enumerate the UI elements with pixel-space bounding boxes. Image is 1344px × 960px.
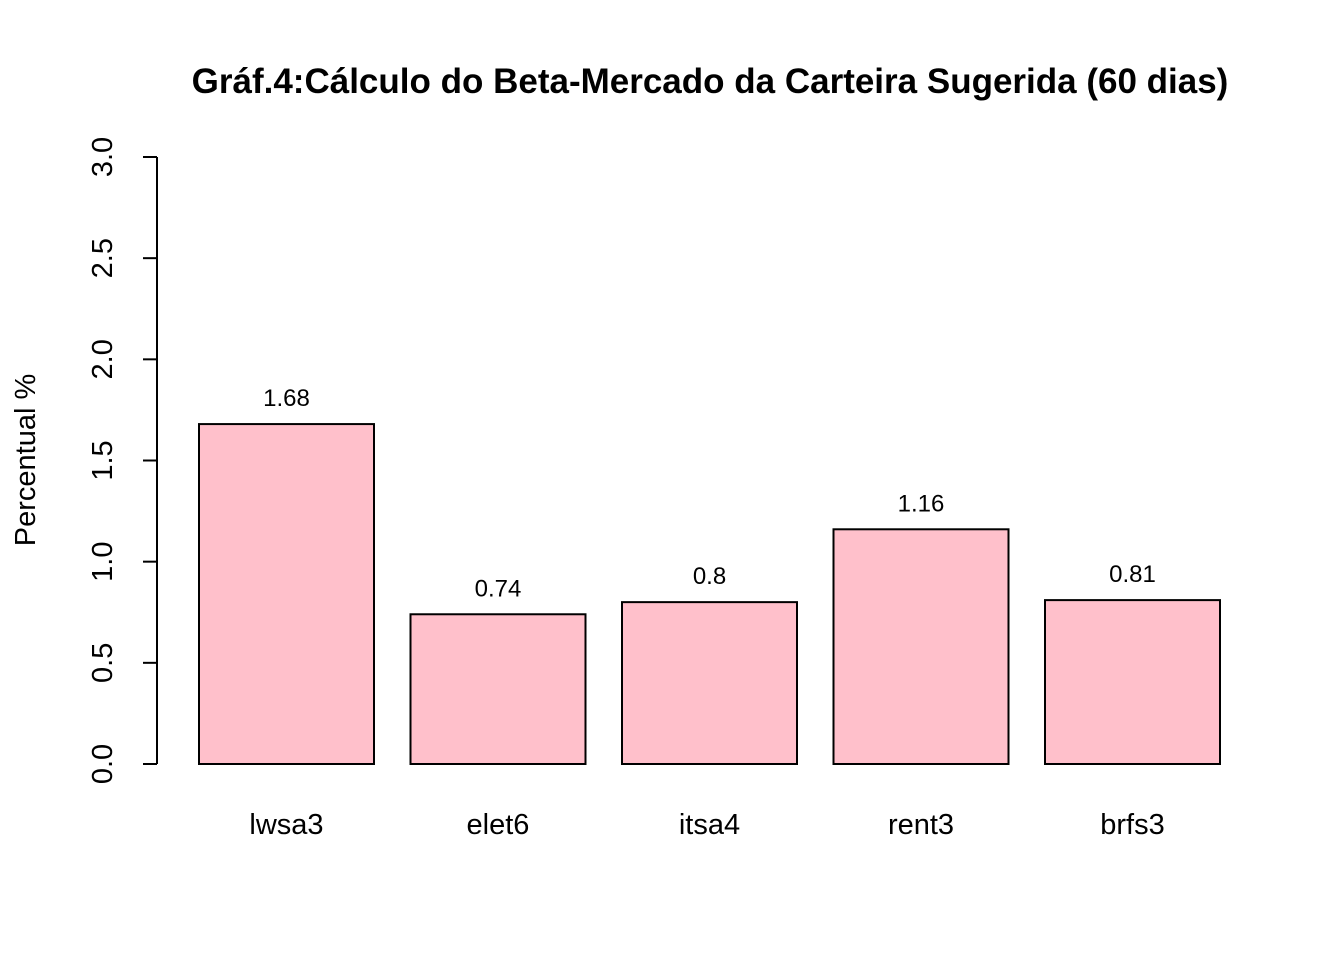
- category-label-brfs3: brfs3: [1100, 809, 1164, 841]
- y-axis-label: Percentual %: [10, 374, 42, 547]
- value-label-rent3: 1.16: [898, 490, 945, 517]
- category-labels-group: lwsa3 elet6 itsa4 rent3 brfs3: [249, 809, 1164, 841]
- value-label-brfs3: 0.81: [1109, 561, 1156, 588]
- bar-elet6: [409, 613, 587, 765]
- bar-itsa4: [621, 601, 798, 766]
- value-label-lwsa3: 1.68: [263, 385, 310, 412]
- y-tick-label: 2.5: [87, 238, 119, 278]
- y-axis: 0.0 0.5 1.0 1.5 2.0 2.5 3.0: [87, 137, 158, 784]
- y-tick-label: 1.0: [87, 542, 119, 582]
- y-tick-label: 0.5: [87, 643, 119, 683]
- y-tick-label: 2.0: [87, 339, 119, 379]
- category-label-elet6: elet6: [467, 809, 530, 841]
- chart-title: Gráf.4:Cálculo do Beta-Mercado da Cartei…: [192, 62, 1229, 101]
- y-tick-label: 1.5: [87, 440, 119, 480]
- category-label-itsa4: itsa4: [679, 809, 740, 841]
- y-tick-label: 0.0: [87, 744, 119, 784]
- bar-lwsa3: [198, 423, 375, 765]
- value-label-elet6: 0.74: [475, 575, 522, 602]
- bars-group: [198, 423, 1221, 766]
- value-labels-group: 1.68 0.74 0.8 1.16 0.81: [263, 385, 1156, 602]
- category-label-rent3: rent3: [888, 809, 954, 841]
- value-label-itsa4: 0.8: [693, 563, 726, 590]
- bar-rent3: [832, 528, 1010, 765]
- category-label-lwsa3: lwsa3: [249, 809, 323, 841]
- y-tick-label: 3.0: [87, 137, 119, 177]
- bar-brfs3: [1044, 599, 1221, 765]
